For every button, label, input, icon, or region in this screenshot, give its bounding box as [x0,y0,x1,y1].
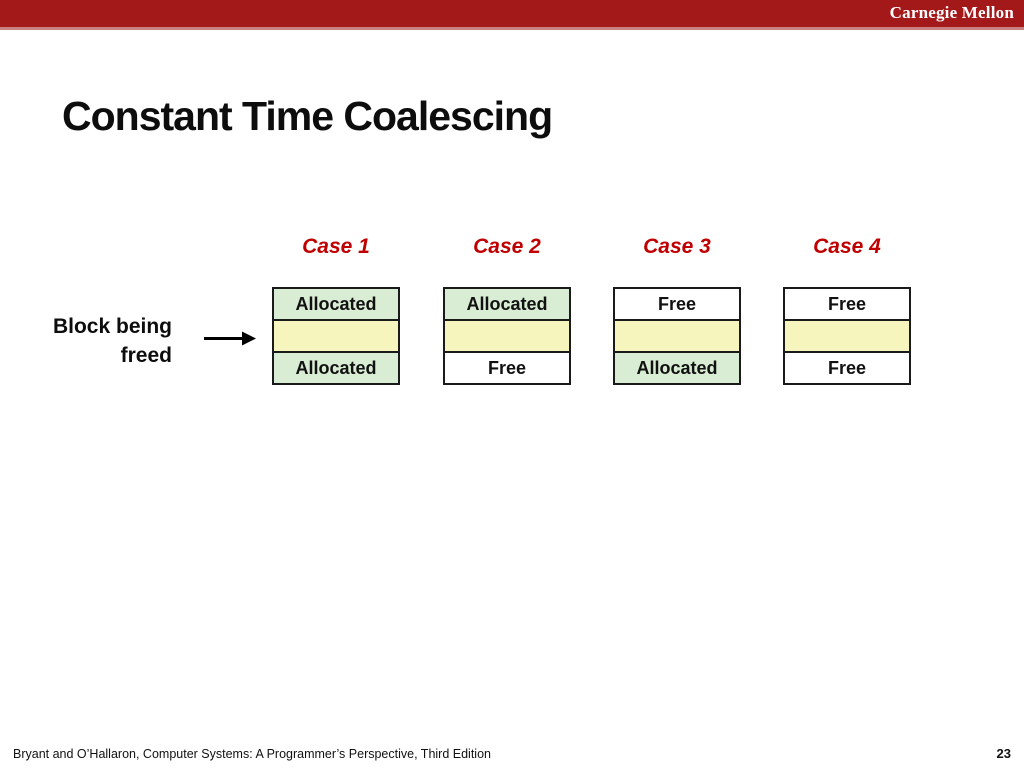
case-column-2: Case 2 Allocated Free [443,234,571,385]
footer-citation: Bryant and O’Hallaron, Computer Systems:… [13,747,491,761]
arrow-right-icon [204,331,256,346]
case-column-1: Case 1 Allocated Allocated [272,234,400,385]
header-bar: Carnegie Mellon [0,0,1024,30]
block-cell: Allocated [274,289,398,319]
block-being-freed-label-line2: freed [120,344,172,367]
block-cell: Allocated [274,351,398,383]
block-cell: Free [445,351,569,383]
memory-block: Free Allocated [613,287,741,385]
block-cell: Free [615,289,739,319]
memory-block: Allocated Allocated [272,287,400,385]
block-being-freed-label: Block being freed [20,312,172,370]
case-label: Case 2 [473,235,541,258]
case-label: Case 1 [302,235,370,258]
block-cell-being-freed [445,319,569,351]
page-number: 23 [996,746,1011,761]
block-cell: Free [785,289,909,319]
case-column-4: Case 4 Free Free [783,234,911,385]
page-title: Constant Time Coalescing [62,93,553,140]
case-label: Case 3 [643,235,711,258]
brand-carnegie-mellon: Carnegie Mellon [889,3,1014,22]
case-label: Case 4 [813,235,881,258]
memory-block: Free Free [783,287,911,385]
block-cell: Free [785,351,909,383]
block-being-freed-label-line1: Block being [52,315,172,338]
block-cell-being-freed [785,319,909,351]
block-cell: Allocated [615,351,739,383]
block-cell-being-freed [274,319,398,351]
memory-block: Allocated Free [443,287,571,385]
block-cell-being-freed [615,319,739,351]
block-cell: Allocated [445,289,569,319]
case-column-3: Case 3 Free Allocated [613,234,741,385]
